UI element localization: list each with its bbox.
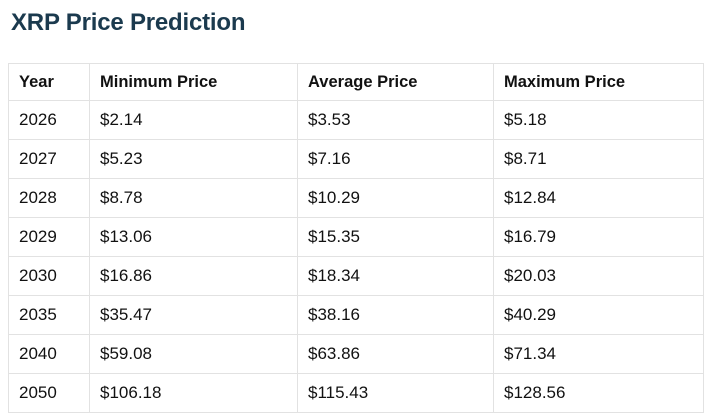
max-price-cell: $40.29 bbox=[493, 295, 704, 335]
max-price-cell: $8.71 bbox=[493, 139, 704, 179]
price-prediction-table: Year Minimum Price Average Price Maximum… bbox=[8, 63, 704, 413]
table-row: 2026 $2.14 $3.53 $5.18 bbox=[8, 100, 704, 140]
table-row: 2050 $106.18 $115.43 $128.56 bbox=[8, 373, 704, 413]
year-cell: 2027 bbox=[8, 139, 90, 179]
table-body: 2026 $2.14 $3.53 $5.18 2027 $5.23 $7.16 … bbox=[8, 100, 704, 413]
year-cell: 2030 bbox=[8, 256, 90, 296]
table-header-row: Year Minimum Price Average Price Maximum… bbox=[8, 63, 704, 101]
page-title: XRP Price Prediction bbox=[11, 9, 246, 36]
column-header-average-price: Average Price bbox=[297, 63, 494, 101]
max-price-cell: $12.84 bbox=[493, 178, 704, 218]
avg-price-cell: $7.16 bbox=[297, 139, 494, 179]
year-cell: 2026 bbox=[8, 100, 90, 140]
column-header-year: Year bbox=[8, 63, 90, 101]
avg-price-cell: $63.86 bbox=[297, 334, 494, 374]
min-price-cell: $13.06 bbox=[89, 217, 298, 257]
avg-price-cell: $3.53 bbox=[297, 100, 494, 140]
max-price-cell: $128.56 bbox=[493, 373, 704, 413]
avg-price-cell: $115.43 bbox=[297, 373, 494, 413]
year-cell: 2029 bbox=[8, 217, 90, 257]
table-row: 2029 $13.06 $15.35 $16.79 bbox=[8, 217, 704, 257]
min-price-cell: $16.86 bbox=[89, 256, 298, 296]
year-cell: 2028 bbox=[8, 178, 90, 218]
year-cell: 2040 bbox=[8, 334, 90, 374]
year-cell: 2035 bbox=[8, 295, 90, 335]
avg-price-cell: $15.35 bbox=[297, 217, 494, 257]
column-header-minimum-price: Minimum Price bbox=[89, 63, 298, 101]
table-row: 2030 $16.86 $18.34 $20.03 bbox=[8, 256, 704, 296]
avg-price-cell: $10.29 bbox=[297, 178, 494, 218]
max-price-cell: $16.79 bbox=[493, 217, 704, 257]
min-price-cell: $35.47 bbox=[89, 295, 298, 335]
table-row: 2028 $8.78 $10.29 $12.84 bbox=[8, 178, 704, 218]
avg-price-cell: $18.34 bbox=[297, 256, 494, 296]
min-price-cell: $106.18 bbox=[89, 373, 298, 413]
min-price-cell: $5.23 bbox=[89, 139, 298, 179]
table-row: 2027 $5.23 $7.16 $8.71 bbox=[8, 139, 704, 179]
min-price-cell: $59.08 bbox=[89, 334, 298, 374]
year-cell: 2050 bbox=[8, 373, 90, 413]
min-price-cell: $8.78 bbox=[89, 178, 298, 218]
max-price-cell: $71.34 bbox=[493, 334, 704, 374]
min-price-cell: $2.14 bbox=[89, 100, 298, 140]
max-price-cell: $20.03 bbox=[493, 256, 704, 296]
max-price-cell: $5.18 bbox=[493, 100, 704, 140]
avg-price-cell: $38.16 bbox=[297, 295, 494, 335]
table-row: 2040 $59.08 $63.86 $71.34 bbox=[8, 334, 704, 374]
column-header-maximum-price: Maximum Price bbox=[493, 63, 704, 101]
table-row: 2035 $35.47 $38.16 $40.29 bbox=[8, 295, 704, 335]
